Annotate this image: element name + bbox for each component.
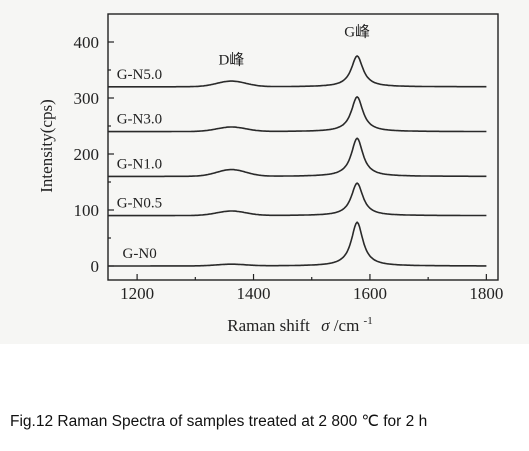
x-axis-title-unit: /cm [334,316,360,335]
y-tick-label: 400 [74,33,100,52]
peak-annotation: G峰 [344,23,370,40]
x-axis-title-sup: -1 [364,315,373,327]
plot-area-border [107,13,499,281]
series-label: G-N0.5 [117,196,162,212]
figure-caption: Fig.12 Raman Spectra of samples treated … [10,413,428,430]
figure-panel: 1200 1400 1600 1800 0 100 200 300 400 G-N0 G-N0.5… [0,0,529,344]
x-tick-label: 1400 [237,284,271,303]
series-label: G-N5.0 [117,67,162,83]
spectrum-line [108,137,487,178]
y-tick-label: 200 [74,145,100,164]
x-tick-label: 1200 [120,284,154,303]
x-axis-title: Raman shift σ /cm -1 [227,315,372,335]
y-tick-label: 0 [91,257,100,276]
plot-frame [107,13,499,281]
peak-annotation: D峰 [218,51,244,68]
y-tick-label: 100 [74,201,100,220]
series-label: G-N0 [123,246,157,262]
labels-layer: G-N0 G-N0.5 G-N1.0 G-N3.0 G-N5.0 D峰 G峰 [117,23,370,262]
series-label: G-N3.0 [117,112,162,128]
spectrum-line [108,55,487,88]
raman-chart: 1200 1400 1600 1800 0 100 200 300 400 G-N0 G-N0.5… [37,13,504,335]
x-axis-title-symbol: σ [321,316,330,335]
x-tick-label: 1800 [469,284,503,303]
y-tick-label: 300 [74,89,100,108]
x-tick-label: 1600 [353,284,387,303]
series-layer [108,55,487,267]
series-label: G-N1.0 [117,156,162,172]
spectrum-line [108,221,487,267]
y-axis-title: Intensity(cps) [37,99,56,192]
spectrum-line [108,95,487,133]
x-axis-title-main: Raman shift [227,316,310,335]
ticks-layer: 1200 1400 1600 1800 0 100 200 300 400 [74,33,504,303]
spectrum-line [108,182,487,217]
